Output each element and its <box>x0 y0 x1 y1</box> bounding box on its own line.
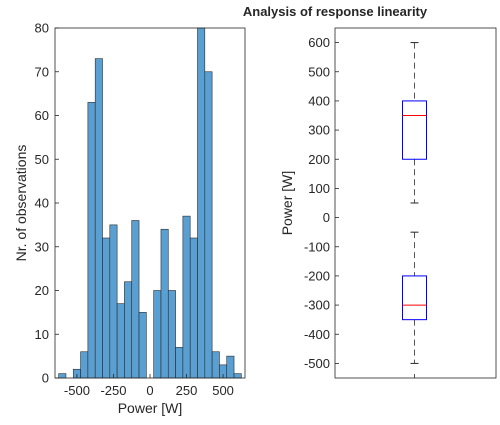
histogram-x-tick-label: 0 <box>146 383 153 398</box>
boxplot-y-tick-label: -100 <box>304 239 330 254</box>
histogram-y-tick-label: 0 <box>42 371 49 386</box>
figure-title: Analysis of response linearity <box>243 4 428 19</box>
histogram-bar <box>153 290 162 379</box>
boxplot-box-group <box>402 231 427 364</box>
histogram-x-axis-label: Power [W] <box>118 400 183 416</box>
boxplot-axes-frame <box>334 27 497 379</box>
boxplot-y-axis-label: Power [W] <box>279 171 295 236</box>
histogram-bar <box>109 224 118 379</box>
histogram-panel: -500 -250 0 250 500 0 10 20 30 40 50 60 70 80 Power … <box>13 21 246 416</box>
histogram-y-tick-label: 10 <box>35 327 49 342</box>
histogram-x-ticks: -500 -250 0 250 500 <box>64 374 234 398</box>
histogram-bar <box>211 351 220 379</box>
histogram-x-tick-label: -250 <box>100 383 126 398</box>
histogram-y-tick-label: 20 <box>35 283 49 298</box>
boxplot-y-tick-label: -300 <box>304 298 330 313</box>
histogram-y-tick-label: 30 <box>35 239 49 254</box>
histogram-bar <box>80 351 89 379</box>
histogram-x-tick-label: 500 <box>212 383 234 398</box>
histogram-bar <box>204 71 213 379</box>
boxplot-y-tick-label: -200 <box>304 268 330 283</box>
histogram-bar <box>87 102 96 379</box>
boxplot-y-tick-label: -500 <box>304 356 330 371</box>
histogram-y-tick-label: 80 <box>35 21 49 36</box>
histogram-x-tick-label: 250 <box>176 383 198 398</box>
histogram-bar <box>167 290 176 379</box>
histogram-bars <box>58 27 242 379</box>
histogram-y-tick-label: 50 <box>35 152 49 167</box>
boxplot-y-tick-label: 300 <box>308 123 330 138</box>
histogram-y-tick-label: 70 <box>35 64 49 79</box>
histogram-bar <box>102 237 111 379</box>
histogram-y-ticks: 0 10 20 30 40 50 60 70 80 <box>35 21 59 386</box>
boxplot-y-tick-label: 0 <box>323 210 330 225</box>
histogram-bar <box>160 228 169 379</box>
boxplot-y-ticks: -500 -400 -300 -200 -100 0 100 200 300 400 500 600 <box>304 35 339 371</box>
histogram-bar <box>58 373 67 379</box>
histogram-bar <box>124 281 133 379</box>
histogram-y-tick-label: 40 <box>35 196 49 211</box>
histogram-bar <box>226 355 235 379</box>
boxplot-marks <box>402 42 427 378</box>
boxplot-y-tick-label: 600 <box>308 35 330 50</box>
boxplot-y-tick-label: 100 <box>308 181 330 196</box>
boxplot-panel: -500-400-300-200-1000100200300400500600 … <box>279 27 497 379</box>
boxplot-y-tick-label: -400 <box>304 327 330 342</box>
boxplot-box <box>402 100 427 160</box>
histogram-y-tick-label: 60 <box>35 108 49 123</box>
boxplot-y-tick-label: 200 <box>308 152 330 167</box>
boxplot-box <box>402 275 427 321</box>
histogram-bar <box>233 373 242 379</box>
histogram-bar <box>175 347 184 379</box>
histogram-bar <box>197 27 206 379</box>
histogram-bar <box>116 303 125 379</box>
histogram-bar <box>182 215 191 379</box>
boxplot-box-group <box>402 42 427 204</box>
histogram-bar <box>189 237 198 379</box>
histogram-y-axis-label: Nr. of observations <box>13 145 29 262</box>
histogram-x-tick-label: -500 <box>64 383 90 398</box>
boxplot-y-tick-label: 500 <box>308 64 330 79</box>
boxplot-y-tick-label: 400 <box>308 93 330 108</box>
histogram-bar <box>94 58 103 379</box>
histogram-bar <box>138 312 147 379</box>
histogram-bar <box>131 220 140 379</box>
